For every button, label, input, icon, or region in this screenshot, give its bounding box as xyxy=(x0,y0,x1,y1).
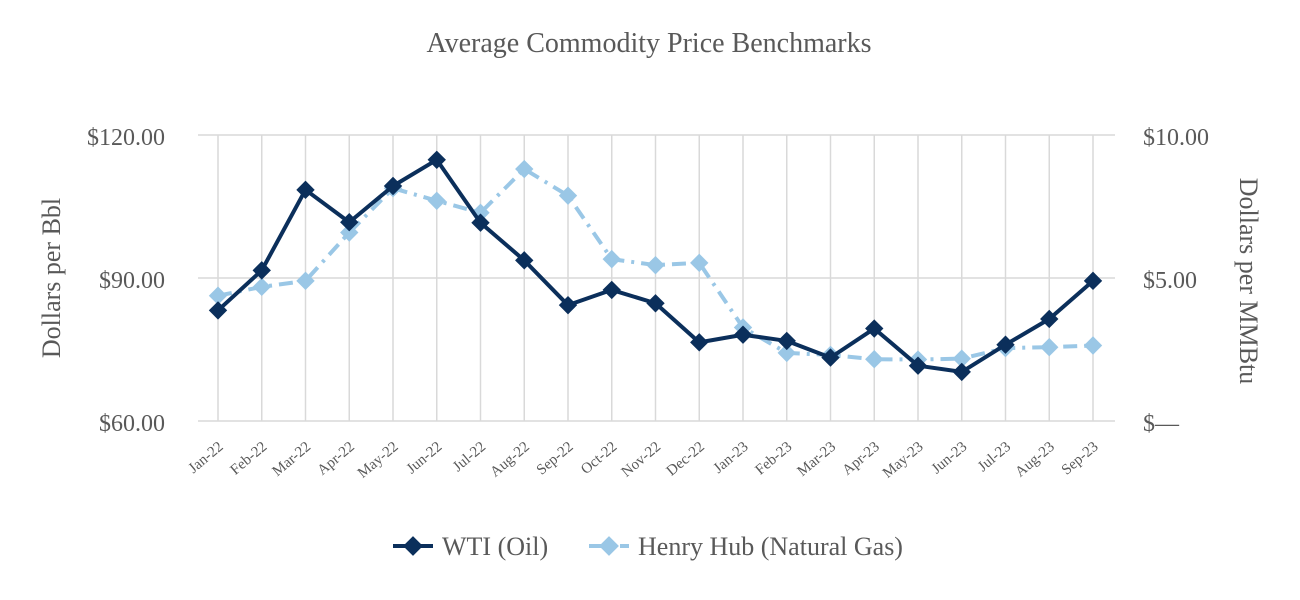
legend-label-henry-hub: Henry Hub (Natural Gas) xyxy=(638,532,903,561)
right-tick-label: $5.00 xyxy=(1143,268,1197,294)
data-point-henry-hub[interactable] xyxy=(427,191,446,210)
data-point-wti[interactable] xyxy=(427,150,446,169)
x-tick-label: Sep-23 xyxy=(1059,439,1102,479)
data-point-wti[interactable] xyxy=(515,251,534,270)
data-point-henry-hub[interactable] xyxy=(208,286,228,305)
data-point-henry-hub[interactable] xyxy=(602,249,621,269)
x-tick-label: Sep-22 xyxy=(534,439,577,479)
data-point-wti[interactable] xyxy=(471,213,490,232)
x-tick-label: Dec-22 xyxy=(664,439,708,480)
right-tick-label: $10.00 xyxy=(1143,125,1209,151)
data-point-henry-hub[interactable] xyxy=(558,186,578,205)
data-point-wti[interactable] xyxy=(558,295,578,315)
x-tick-label: May-23 xyxy=(880,439,927,482)
data-point-wti[interactable] xyxy=(777,331,796,351)
data-point-wti[interactable] xyxy=(1040,309,1059,329)
data-point-henry-hub[interactable] xyxy=(865,350,884,369)
legend-item-wti[interactable]: WTI (Oil) xyxy=(393,532,548,561)
right-axis: $10.00 $5.00 $— xyxy=(1143,125,1209,437)
data-point-wti[interactable] xyxy=(252,261,271,280)
data-point-wti[interactable] xyxy=(208,301,228,320)
data-point-wti[interactable] xyxy=(865,319,884,338)
legend-item-henry-hub[interactable]: Henry Hub (Natural Gas) xyxy=(589,532,903,561)
chart-title: Average Commodity Price Benchmarks xyxy=(426,28,871,59)
data-point-wti[interactable] xyxy=(908,356,928,375)
series-line-henry-hub xyxy=(217,167,1094,362)
left-axis: $120.00 $90.00 $60.00 xyxy=(87,125,165,437)
x-tick-label: Feb-23 xyxy=(752,439,795,479)
data-point-wti[interactable] xyxy=(602,280,621,300)
legend: WTI (Oil) Henry Hub (Natural Gas) xyxy=(393,532,903,561)
data-point-wti[interactable] xyxy=(733,325,753,344)
legend-label-wti: WTI (Oil) xyxy=(442,532,548,561)
x-tick-label: Jan-23 xyxy=(711,439,752,477)
x-tick-label: Apr-23 xyxy=(840,439,883,479)
data-point-wti[interactable] xyxy=(996,335,1015,354)
data-point-henry-hub[interactable] xyxy=(515,159,534,179)
x-tick-label: Jul-23 xyxy=(975,439,1014,475)
data-point-henry-hub[interactable] xyxy=(952,349,971,368)
data-point-henry-hub[interactable] xyxy=(646,255,665,275)
data-point-henry-hub[interactable] xyxy=(296,271,315,291)
grid-layer xyxy=(198,134,1115,422)
x-tick-label: Jul-22 xyxy=(450,439,489,475)
x-tick-label: Oct-22 xyxy=(578,439,620,478)
data-point-henry-hub[interactable] xyxy=(340,223,359,242)
x-tick-label: May-22 xyxy=(355,439,402,482)
x-tick-label: Jun-22 xyxy=(404,439,446,478)
left-axis-title: Dollars per Bbl xyxy=(37,198,66,358)
x-tick-label: Aug-23 xyxy=(1012,439,1057,481)
x-tick-label: Nov-22 xyxy=(619,439,664,481)
x-tick-label: Jan-22 xyxy=(186,439,227,477)
x-tick-label: Mar-23 xyxy=(795,439,840,480)
data-point-wti[interactable] xyxy=(821,348,840,367)
x-tick-label: Jun-23 xyxy=(929,439,971,478)
data-point-henry-hub[interactable] xyxy=(1040,338,1059,357)
data-point-henry-hub[interactable] xyxy=(252,277,271,297)
data-point-wti[interactable] xyxy=(646,294,665,313)
data-point-henry-hub[interactable] xyxy=(690,253,709,273)
series-layer xyxy=(208,150,1103,382)
data-point-wti[interactable] xyxy=(296,180,315,200)
left-tick-label: $60.00 xyxy=(99,411,165,437)
data-point-wti[interactable] xyxy=(340,213,359,232)
right-axis-title: Dollars per MMBtu xyxy=(1234,178,1263,385)
data-point-wti[interactable] xyxy=(690,333,709,352)
x-tick-label: Mar-22 xyxy=(270,439,315,480)
data-point-henry-hub[interactable] xyxy=(777,343,796,363)
left-tick-label: $90.00 xyxy=(99,268,165,294)
data-point-wti[interactable] xyxy=(1083,271,1103,291)
left-tick-label: $120.00 xyxy=(87,125,165,151)
data-point-wti[interactable] xyxy=(952,362,971,382)
right-tick-label: $— xyxy=(1143,411,1180,437)
x-tick-label: Aug-22 xyxy=(487,439,532,481)
data-point-henry-hub[interactable] xyxy=(1083,336,1103,355)
data-point-wti[interactable] xyxy=(383,176,403,196)
x-tick-label: Apr-22 xyxy=(315,439,358,479)
x-tick-label: Feb-22 xyxy=(227,439,270,479)
